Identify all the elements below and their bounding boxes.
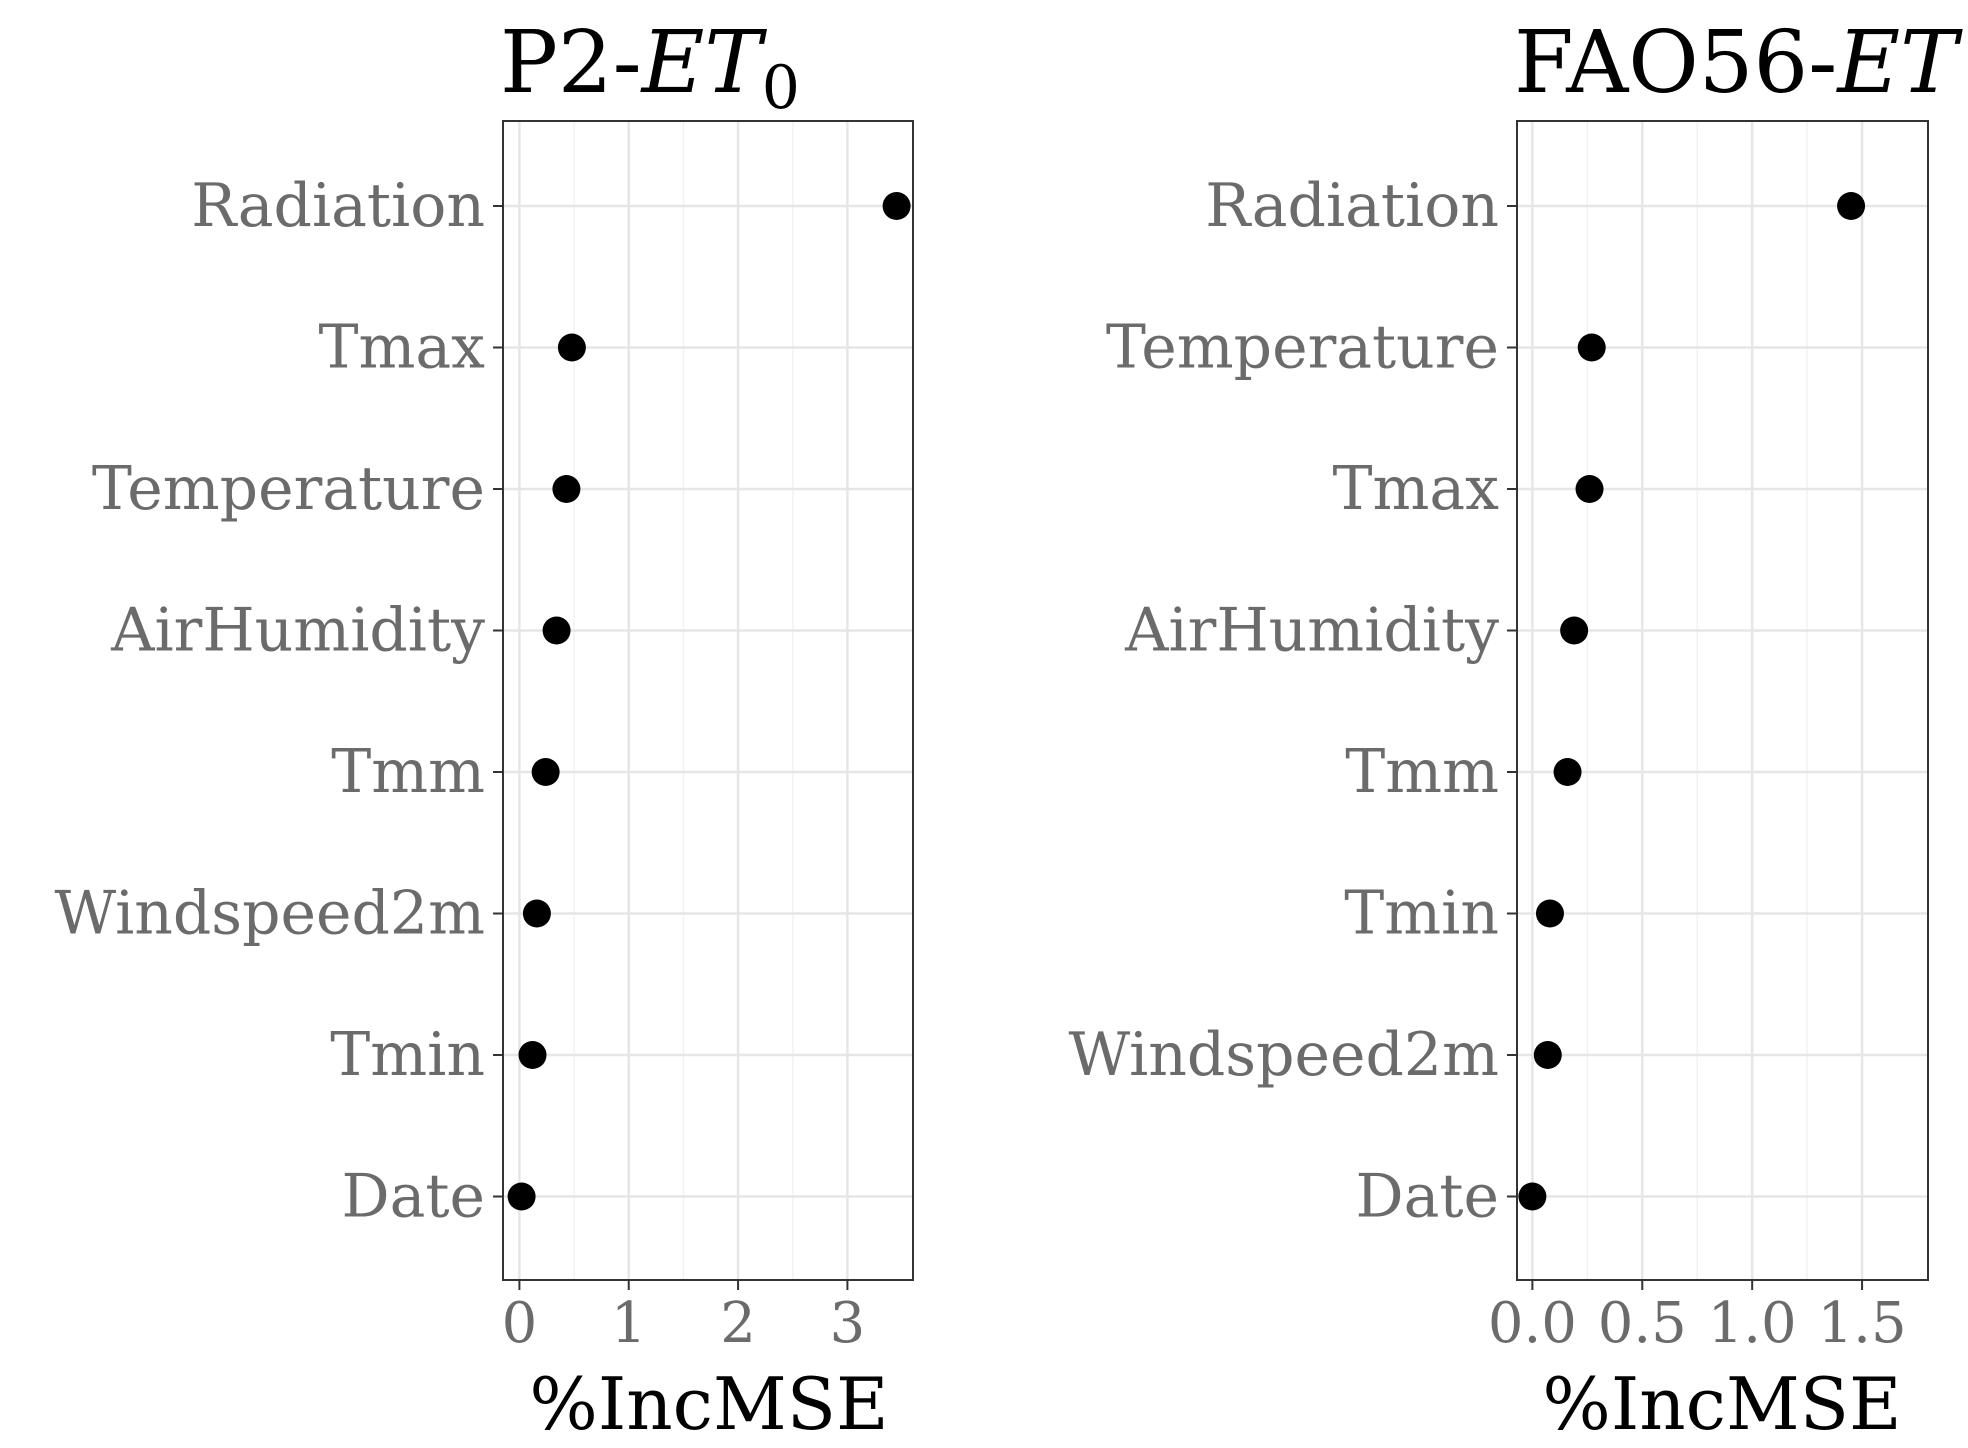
panel-1-title: P2-ET0 — [500, 13, 800, 123]
data-point — [557, 333, 586, 362]
panel-border — [502, 120, 914, 1281]
category-label: Tmax — [318, 313, 485, 383]
data-point — [507, 1182, 536, 1211]
x-tick-label: 0.0 — [1488, 1291, 1577, 1356]
x-tick-label: 1.5 — [1818, 1291, 1907, 1356]
data-point — [1553, 758, 1582, 786]
category-label: AirHumidity — [110, 596, 485, 666]
data-point — [1577, 333, 1606, 362]
category-label: Date — [1356, 1162, 1500, 1232]
category-label: Temperature — [92, 454, 485, 524]
category-label: Tmm — [331, 737, 485, 807]
panel-2-title: FAO56-ET — [1514, 13, 1963, 113]
data-point — [1518, 1182, 1547, 1211]
x-tick-label: 2 — [720, 1291, 756, 1356]
x-tick-label: 3 — [830, 1291, 866, 1356]
data-point — [1533, 1041, 1562, 1069]
panel-2-plot: Radiation Temperature Tmax AirHumidity Tmm Tm… — [1068, 120, 1929, 1356]
category-label: Tmax — [1332, 454, 1499, 524]
x-tick-label: 1 — [611, 1291, 647, 1356]
data-point — [1575, 475, 1604, 503]
category-label: AirHumidity — [1124, 596, 1499, 666]
panel-border — [1516, 120, 1929, 1281]
category-label: Tmin — [1344, 879, 1499, 949]
category-label: Temperature — [1106, 313, 1499, 383]
data-point — [552, 475, 581, 503]
data-point — [1837, 192, 1866, 220]
category-label: Windspeed2m — [54, 879, 485, 949]
data-point — [518, 1041, 547, 1069]
category-label: Radiation — [191, 171, 485, 241]
x-tick-label: 1.0 — [1708, 1291, 1797, 1356]
category-label: Tmm — [1345, 737, 1499, 807]
panel-1-x-axis-label: %IncMSE — [529, 1362, 888, 1446]
category-label: Radiation — [1205, 171, 1499, 241]
x-tick-label: 0.5 — [1598, 1291, 1687, 1356]
panel-2-x-axis-label: %IncMSE — [1542, 1362, 1901, 1446]
data-point — [531, 758, 560, 786]
panel-1-plot: Radiation Tmax Temperature AirHumidity Tmm Wi… — [54, 120, 914, 1356]
data-point — [522, 899, 551, 928]
data-point — [882, 192, 911, 220]
data-point — [1535, 899, 1564, 928]
category-label: Tmin — [330, 1020, 485, 1090]
category-label: Date — [342, 1162, 486, 1232]
x-tick-label: 0 — [502, 1291, 538, 1356]
data-point — [1560, 616, 1589, 645]
data-point — [542, 616, 571, 645]
category-label: Windspeed2m — [1068, 1020, 1499, 1090]
